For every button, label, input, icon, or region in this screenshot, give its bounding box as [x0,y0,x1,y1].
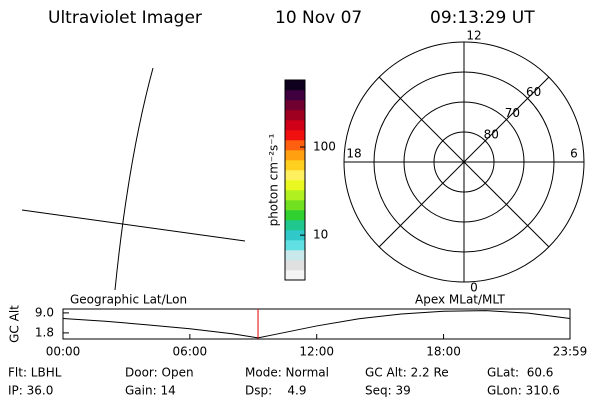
colorbar-tick-label: 100 [313,139,336,153]
colorbar-cell [285,90,305,101]
footer-field: IP: 36.0 [8,384,53,398]
footer-field: Dsp: 4.9 [245,384,307,398]
time: 09:13:29 UT [430,8,535,28]
footer-field: Seq: 39 [365,384,411,398]
colorbar-label: photon cm⁻²s⁻¹ [267,133,281,226]
colorbar-cell [285,230,305,241]
footer-field: Gain: 14 [125,384,176,398]
colorbar-cell [285,170,305,181]
colorbar-cell [285,270,305,281]
colorbar-cell [285,110,305,121]
colorbar-cell [285,220,305,231]
polar-mlt-label: 0 [470,281,478,295]
colorbar-cell [285,100,305,111]
orbit-ylabel: GC Alt [8,305,22,343]
colorbar-cell [285,200,305,211]
footer-field: GC Alt: 2.2 Re [365,366,449,380]
colorbar-tick-label: 10 [313,228,328,242]
colorbar-cell [285,260,305,271]
colorbar-cell [285,160,305,171]
x-tick-label: 23:59 [553,345,588,359]
y-tick-label: 1.8 [35,325,54,339]
footer-field: GLat: 60.6 [487,366,553,380]
x-tick-label: 00:00 [46,345,81,359]
colorbar-cell [285,240,305,251]
colorbar-cell [285,210,305,221]
colorbar-cell [285,180,305,191]
orbit-right-label: Apex MLat/MLT [415,293,505,307]
polar-spoke [378,76,550,248]
colorbar-frame [284,79,306,281]
geo-line [114,67,154,291]
polar-mlt-label: 12 [466,29,481,43]
date: 10 Nov 07 [275,8,362,28]
x-tick-label: 12:00 [299,345,334,359]
y-tick-label: 9.0 [35,305,54,319]
footer-field: Flt: LBHL [8,366,62,380]
colorbar-cell [285,190,305,201]
x-tick-label: 06:00 [173,345,208,359]
x-tick-label: 18:00 [426,345,461,359]
colorbar-cell [285,80,305,91]
colorbar-cell [285,150,305,161]
colorbar-cell [285,140,305,151]
orbit-left-label: Geographic Lat/Lon [70,293,187,307]
orbit-curve [62,310,571,339]
colorbar-cell [285,250,305,261]
colorbar-cell [285,120,305,131]
title: Ultraviolet Imager [48,8,202,28]
footer-field: GLon: 310.6 [487,384,560,398]
footer-field: Door: Open [125,366,194,380]
geo-line [21,209,246,242]
polar-mlt-label: 6 [570,147,578,161]
colorbar-cell [285,130,305,141]
polar-mlt-label: 18 [346,147,361,161]
footer-field: Mode: Normal [245,366,329,380]
